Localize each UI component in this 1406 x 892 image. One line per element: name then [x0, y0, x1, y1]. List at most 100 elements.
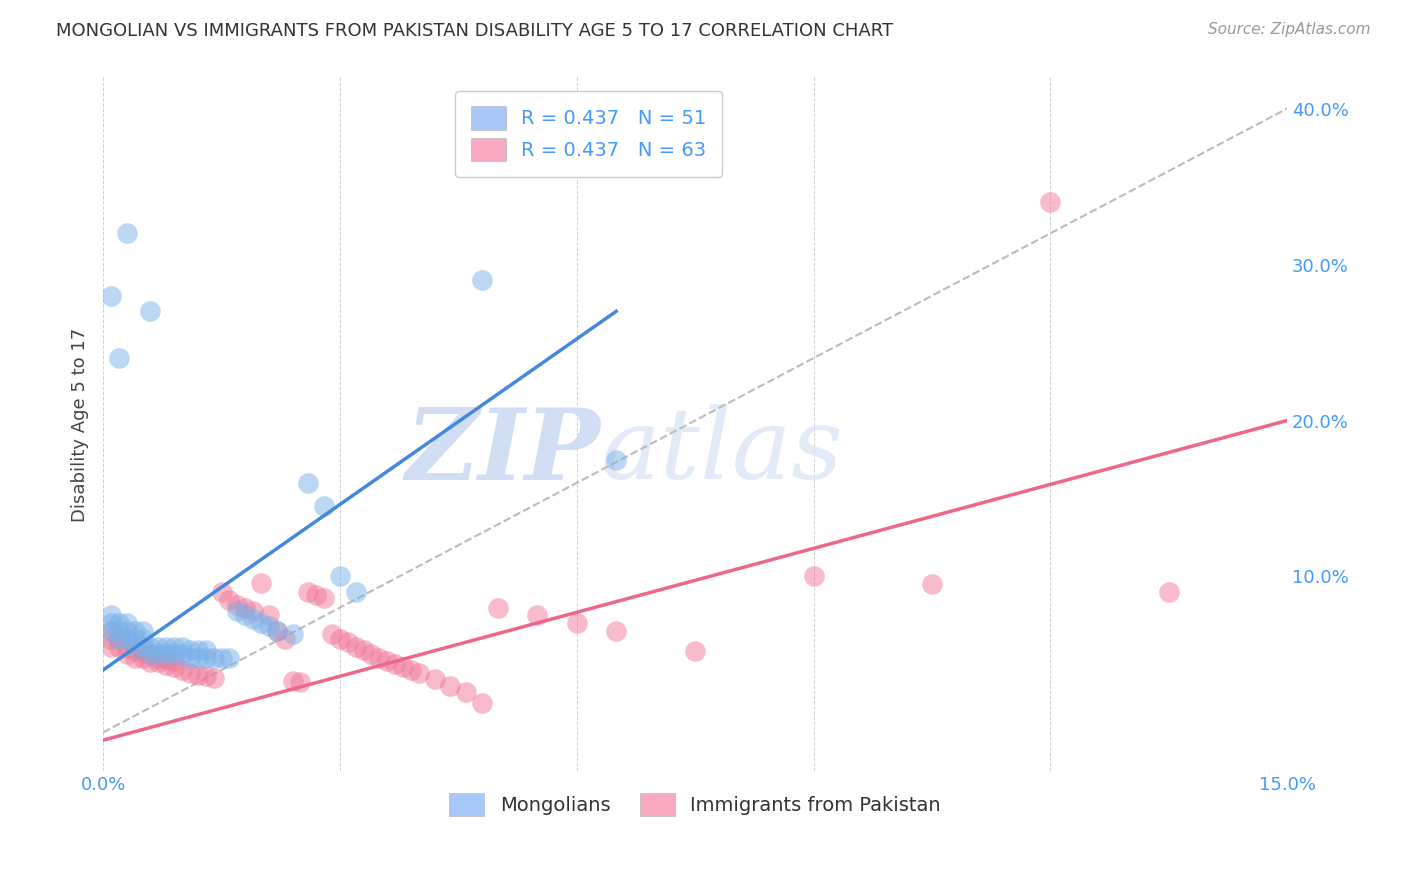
Point	[170, 663, 193, 677]
Text: atlas: atlas	[600, 405, 844, 500]
Text: MONGOLIAN VS IMMIGRANTS FROM PAKISTAN DISABILITY AGE 5 TO 17 CORRELATION CHART: MONGOLIAN VS IMMIGRANTS FROM PAKISTAN DI…	[56, 22, 893, 40]
Point	[526, 608, 548, 623]
Point	[392, 660, 415, 674]
Point	[131, 644, 153, 658]
Point	[399, 663, 422, 677]
Point	[108, 632, 131, 646]
Point	[100, 608, 122, 623]
Point	[131, 632, 153, 646]
Point	[336, 635, 359, 649]
Point	[155, 640, 177, 654]
Point	[305, 588, 328, 602]
Point	[108, 616, 131, 631]
Text: ZIP: ZIP	[405, 404, 600, 500]
Point	[565, 616, 588, 631]
Point	[281, 673, 304, 688]
Point	[375, 654, 398, 668]
Point	[163, 654, 186, 668]
Point	[471, 696, 494, 710]
Point	[242, 604, 264, 618]
Point	[344, 640, 367, 654]
Point	[124, 640, 146, 654]
Point	[408, 666, 430, 681]
Point	[131, 650, 153, 665]
Point	[187, 642, 209, 657]
Text: Source: ZipAtlas.com: Source: ZipAtlas.com	[1208, 22, 1371, 37]
Point	[233, 608, 256, 623]
Point	[108, 632, 131, 646]
Point	[605, 452, 627, 467]
Point	[329, 632, 352, 646]
Point	[344, 585, 367, 599]
Point	[139, 304, 162, 318]
Point	[124, 624, 146, 638]
Point	[486, 600, 509, 615]
Point	[187, 650, 209, 665]
Point	[100, 624, 122, 638]
Point	[108, 624, 131, 638]
Y-axis label: Disability Age 5 to 17: Disability Age 5 to 17	[72, 327, 89, 522]
Point	[194, 669, 217, 683]
Point	[139, 648, 162, 662]
Point	[163, 648, 186, 662]
Point	[297, 475, 319, 490]
Point	[290, 675, 312, 690]
Point	[170, 648, 193, 662]
Point	[100, 289, 122, 303]
Point	[202, 650, 225, 665]
Point	[257, 619, 280, 633]
Point	[139, 648, 162, 662]
Point	[266, 624, 288, 638]
Point	[155, 652, 177, 666]
Point	[148, 640, 170, 654]
Point	[250, 575, 273, 590]
Point	[211, 650, 233, 665]
Point	[187, 667, 209, 681]
Point	[179, 666, 201, 681]
Point	[353, 642, 375, 657]
Point	[202, 671, 225, 685]
Point	[242, 611, 264, 625]
Point	[281, 627, 304, 641]
Point	[155, 658, 177, 673]
Point	[124, 644, 146, 658]
Point	[321, 627, 343, 641]
Point	[233, 600, 256, 615]
Point	[1039, 195, 1062, 210]
Point	[115, 640, 138, 654]
Point	[100, 616, 122, 631]
Point	[266, 624, 288, 638]
Point	[368, 650, 391, 665]
Point	[115, 632, 138, 646]
Point	[257, 608, 280, 623]
Point	[605, 624, 627, 638]
Point	[384, 657, 406, 671]
Point	[124, 632, 146, 646]
Point	[314, 500, 336, 514]
Point	[226, 598, 249, 612]
Point	[250, 616, 273, 631]
Point	[314, 591, 336, 606]
Point	[131, 640, 153, 654]
Point	[179, 642, 201, 657]
Point	[803, 569, 825, 583]
Point	[170, 640, 193, 654]
Point	[115, 648, 138, 662]
Point	[163, 660, 186, 674]
Point	[108, 640, 131, 654]
Point	[360, 648, 382, 662]
Point	[100, 632, 122, 646]
Point	[194, 642, 217, 657]
Point	[108, 351, 131, 365]
Point	[179, 650, 201, 665]
Point	[1157, 585, 1180, 599]
Point	[194, 650, 217, 665]
Point	[218, 592, 240, 607]
Point	[139, 640, 162, 654]
Point	[456, 685, 478, 699]
Point	[131, 624, 153, 638]
Point	[148, 655, 170, 669]
Point	[273, 632, 295, 646]
Point	[226, 604, 249, 618]
Point	[115, 227, 138, 241]
